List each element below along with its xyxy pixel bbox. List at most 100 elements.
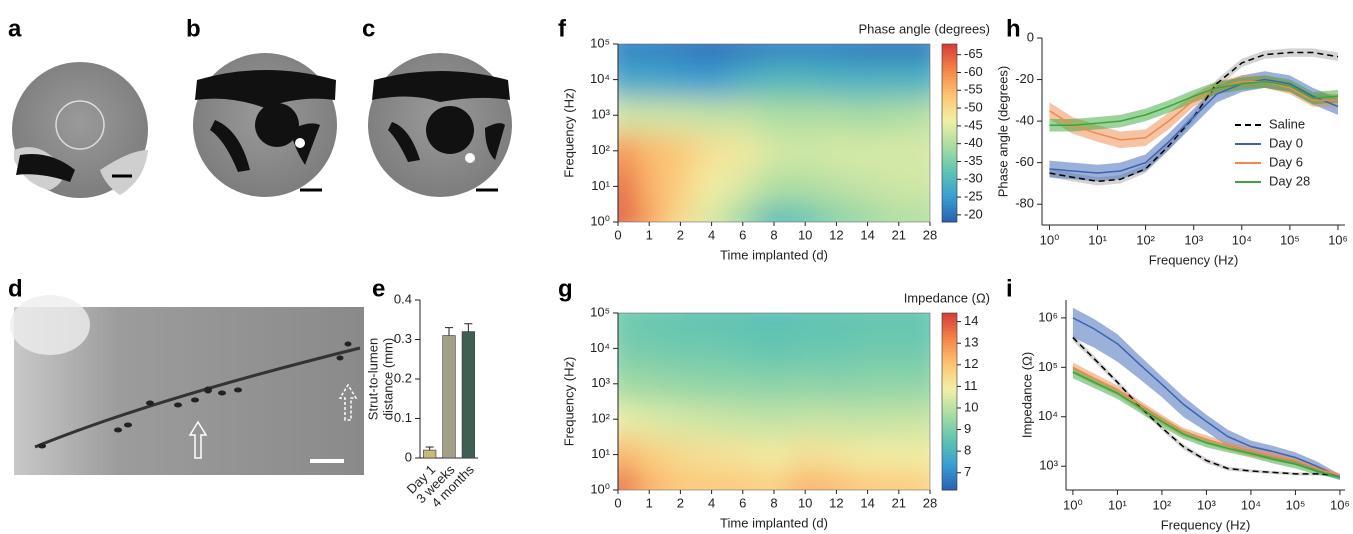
x-tick-label: 12 <box>829 227 843 242</box>
colorbar-step <box>942 82 957 87</box>
heatmap-cell <box>757 313 791 332</box>
x-tick-label: 8 <box>770 227 777 242</box>
heatmap-cell <box>695 435 729 474</box>
colorbar-step <box>942 135 957 140</box>
heatmap-cell <box>882 60 916 99</box>
colorbar-step <box>942 401 957 405</box>
x-tick-label: 21 <box>892 227 906 242</box>
heatmap-cell <box>726 132 760 170</box>
heatmap-cell <box>695 365 729 403</box>
colorbar-step <box>942 487 957 491</box>
series-line <box>1049 51 1339 183</box>
heatmap-cell <box>663 471 697 490</box>
colorbar-step <box>942 44 957 48</box>
heatmap-cell <box>757 365 791 403</box>
heatmap-cell <box>819 313 853 332</box>
x-tick-label: 14 <box>860 495 874 510</box>
colorbar-step <box>942 318 957 323</box>
heatmap-cell <box>757 400 791 438</box>
colorbar-step <box>942 321 957 326</box>
ct-image-b <box>193 53 337 197</box>
x-tick-label: 10³ <box>1197 497 1216 512</box>
y-tick-label: 10³ <box>1039 458 1058 473</box>
colorbar-step <box>942 392 957 397</box>
heatmap-cell <box>663 167 697 206</box>
colorbar-step <box>942 127 957 131</box>
colorbar-step <box>942 162 957 167</box>
heatmap-cell <box>788 44 822 63</box>
heatmap-cell <box>882 203 916 222</box>
heatmap-cell <box>618 44 635 63</box>
heatmap-cell <box>695 471 729 490</box>
panel-label: a <box>8 15 22 42</box>
heatmap-cell <box>663 365 697 403</box>
heatmap-cell <box>788 96 822 134</box>
colorbar-step <box>942 383 957 388</box>
colorbar-step <box>942 103 957 107</box>
colorbar-step <box>942 374 957 379</box>
error-band <box>1049 75 1338 132</box>
x-tick-label: 2 <box>677 495 684 510</box>
x-tick-label: 10 <box>798 227 812 242</box>
heatmap-cell <box>788 313 822 332</box>
heatmap-cell <box>788 400 822 438</box>
heatmap-cell <box>913 167 930 206</box>
heatmap-cell <box>819 471 853 490</box>
colorbar-tick-label: -65 <box>964 46 983 61</box>
bar <box>442 335 456 459</box>
heatmap-cell <box>788 60 822 99</box>
y-tick-label: 10¹ <box>591 446 610 461</box>
colorbar-step <box>942 315 957 320</box>
y-axis-label: Strut-to-lumen <box>365 338 380 420</box>
x-tick-label: 10⁶ <box>1328 232 1348 247</box>
heatmap-cell <box>913 329 930 368</box>
heatmap-cell <box>695 96 729 134</box>
heatmap-cell <box>632 60 666 99</box>
heatmap-cell <box>695 313 729 332</box>
colorbar-step <box>942 156 957 161</box>
y-axis-label: Frequency (Hz) <box>561 88 576 178</box>
colorbar-step <box>942 324 957 329</box>
legend-label: Day 6 <box>1269 154 1303 169</box>
x-tick-label: 4 <box>708 495 715 510</box>
colorbar-step <box>942 466 957 470</box>
heatmap-cell <box>618 329 635 368</box>
heatmap-cell <box>851 167 885 206</box>
heatmap-cell <box>632 203 666 222</box>
heatmap-cell <box>618 400 635 438</box>
heatmap-cell <box>851 400 885 438</box>
x-tick-label: 10³ <box>1184 232 1203 247</box>
heatmap-cell <box>757 44 791 63</box>
heatmap-cell <box>726 167 760 206</box>
heatmap-cell <box>695 132 729 170</box>
legend-label: Day 28 <box>1269 173 1310 188</box>
series-line <box>1049 78 1339 174</box>
series-line <box>1049 80 1338 141</box>
series-line <box>1072 337 1340 477</box>
heatmap-cell <box>618 365 635 403</box>
x-tick-label: 10² <box>1153 497 1172 512</box>
colorbar-step <box>942 425 957 429</box>
heatmap-cell <box>695 167 729 206</box>
y-tick-label: 10³ <box>591 107 610 122</box>
colorbar-step <box>942 52 957 57</box>
colorbar-step <box>942 327 957 332</box>
colorbar-step <box>942 428 957 432</box>
colorbar-step <box>942 363 957 367</box>
heatmap-cell <box>788 167 822 206</box>
colorbar-step <box>942 183 957 187</box>
heatmap-cell <box>726 329 760 368</box>
heatmap-cell <box>632 365 666 403</box>
colorbar-step <box>942 153 957 158</box>
ct-image-c <box>368 53 512 197</box>
heatmap-cell <box>663 96 697 134</box>
heatmap-cell <box>913 60 930 99</box>
colorbar-step <box>942 369 957 373</box>
x-tick-label: 0 <box>614 227 621 242</box>
colorbar-step <box>942 348 957 352</box>
colorbar-tick-label: 11 <box>964 378 978 393</box>
colorbar-step <box>942 61 957 66</box>
x-tick-label: 2 <box>677 227 684 242</box>
y-tick-label: -80 <box>1015 196 1034 211</box>
colorbar-step <box>942 377 957 382</box>
